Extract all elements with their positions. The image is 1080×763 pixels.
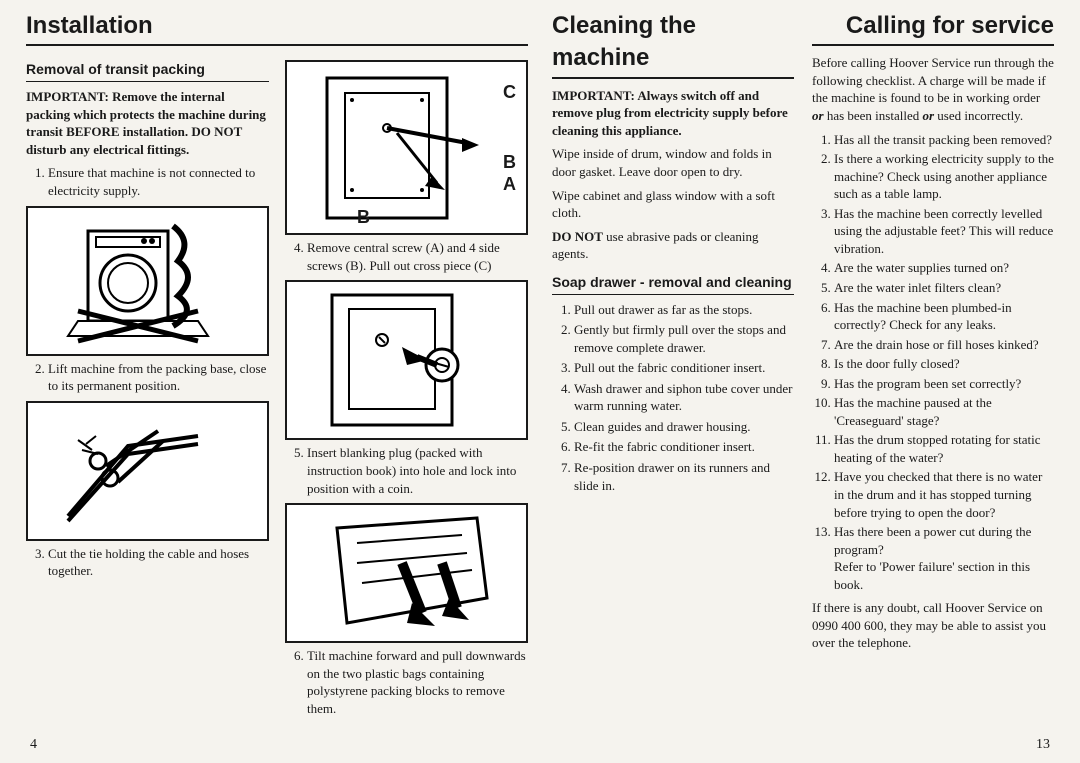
removal-heading: Removal of transit packing [26, 60, 269, 82]
soap-heading: Soap drawer - removal and cleaning [552, 273, 794, 295]
installation-page: Installation Removal of transit packing … [26, 10, 528, 753]
check-3: Has the machine been correctly levelled … [834, 205, 1054, 258]
service-outro: If there is any doubt, call Hoover Servi… [812, 599, 1054, 652]
cleaning-p3: DO NOT use abrasive pads or cleaning age… [552, 228, 794, 263]
check-11: Has the drum stopped rotating for static… [834, 431, 1054, 466]
check-7: Are the drain hose or fill hoses kinked? [834, 336, 1054, 354]
figure-blanking-plug [285, 280, 528, 440]
label-c: C [503, 80, 516, 104]
soap-step-6: Re-fit the fabric conditioner insert. [574, 438, 794, 456]
check-12: Have you checked that there is no water … [834, 468, 1054, 521]
check-9: Has the program been set correctly? [834, 375, 1054, 393]
check-6: Has the machine been plumbed-in correctl… [834, 299, 1054, 334]
soap-step-4: Wash drawer and siphon tube cover under … [574, 380, 794, 415]
right-page: Cleaning the machine IMPORTANT: Always s… [552, 10, 1054, 753]
check-8: Is the door fully closed? [834, 355, 1054, 373]
do-not-label: DO NOT [552, 229, 603, 244]
step-5: Insert blanking plug (packed with instru… [307, 444, 528, 497]
service-intro: Before calling Hoover Service run throug… [812, 54, 1054, 124]
installation-col-left: Removal of transit packing IMPORTANT: Re… [26, 50, 269, 723]
soap-step-2: Gently but firmly pull over the stops an… [574, 321, 794, 356]
page-number-right: 13 [1036, 736, 1050, 755]
check-5: Are the water inlet filters clean? [834, 279, 1054, 297]
page-number-left: 4 [30, 736, 37, 755]
figure-tilt-machine [285, 503, 528, 643]
step-4: Remove central screw (A) and 4 side scre… [307, 239, 528, 274]
installation-col-right: C B A B Remove central screw (A) and 4 s… [285, 50, 528, 723]
figure-cut-tie [26, 401, 269, 541]
important-note: IMPORTANT: Remove the internal packing w… [26, 88, 269, 158]
figure-packing-base [26, 206, 269, 356]
step-6: Tilt machine forward and pull downwards … [307, 647, 528, 717]
cleaning-p1: Wipe inside of drum, window and folds in… [552, 145, 794, 180]
step-3: Cut the tie holding the cable and hoses … [48, 545, 269, 580]
cleaning-column: Cleaning the machine IMPORTANT: Always s… [552, 10, 794, 753]
soap-step-3: Pull out the fabric conditioner insert. [574, 359, 794, 377]
cleaning-p2: Wipe cabinet and glass window with a sof… [552, 187, 794, 222]
label-b-1: B [503, 150, 516, 174]
cleaning-important: IMPORTANT: Always switch off and remove … [552, 87, 794, 140]
check-2: Is there a working electricity supply to… [834, 150, 1054, 203]
installation-title: Installation [26, 10, 528, 46]
step-2: Lift machine from the packing base, clos… [48, 360, 269, 395]
label-b-2: B [357, 205, 370, 229]
figure-screws: C B A B [285, 60, 528, 235]
service-title: Calling for service [812, 10, 1054, 44]
soap-step-5: Clean guides and drawer housing. [574, 418, 794, 436]
soap-step-1: Pull out drawer as far as the stops. [574, 301, 794, 319]
step-1: Ensure that machine is not connected to … [48, 164, 269, 199]
check-10: Has the machine paused at the 'Creasegua… [834, 394, 1054, 429]
check-1: Has all the transit packing been removed… [834, 131, 1054, 149]
check-13: Has there been a power cut during the pr… [834, 523, 1054, 593]
label-a: A [503, 172, 516, 196]
check-4: Are the water supplies turned on? [834, 259, 1054, 277]
soap-step-7: Re-position drawer on its runners and sl… [574, 459, 794, 494]
cleaning-title: Cleaning the machine [552, 10, 794, 77]
service-column: Calling for service Before calling Hoove… [812, 10, 1054, 753]
